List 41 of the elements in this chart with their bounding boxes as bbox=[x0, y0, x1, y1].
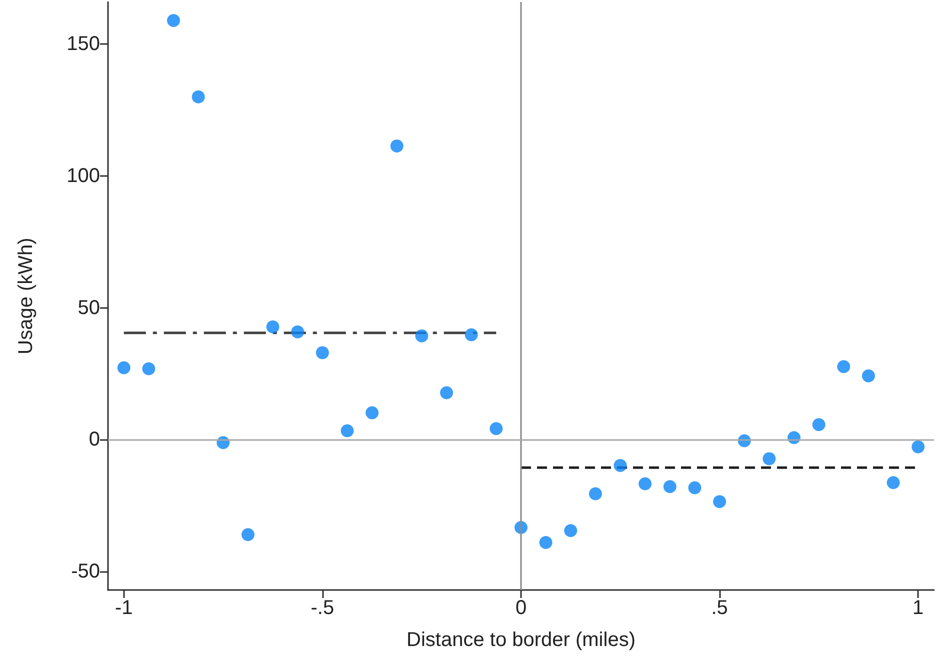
point bbox=[663, 480, 676, 494]
y-tick-label: 150 bbox=[66, 33, 100, 56]
point bbox=[390, 139, 404, 152]
point bbox=[688, 481, 702, 494]
y-tick-label: 0 bbox=[88, 428, 100, 451]
point bbox=[539, 536, 552, 550]
point bbox=[762, 452, 776, 466]
point bbox=[564, 524, 578, 538]
point bbox=[886, 476, 900, 490]
point bbox=[912, 440, 925, 454]
point bbox=[862, 369, 875, 382]
point bbox=[440, 386, 454, 400]
x-tick-label: -1 bbox=[114, 597, 133, 619]
point bbox=[167, 14, 180, 27]
x-tick-label: .5 bbox=[711, 597, 728, 619]
point bbox=[117, 361, 130, 374]
x-tick-label: 1 bbox=[912, 597, 924, 619]
y-tick-label: 100 bbox=[66, 165, 100, 188]
point bbox=[588, 487, 602, 500]
point bbox=[713, 495, 726, 508]
x-tick-label: 0 bbox=[515, 597, 527, 619]
point bbox=[638, 477, 652, 490]
y-axis-title: Usage (kWh) bbox=[15, 238, 37, 354]
point bbox=[142, 362, 156, 376]
point bbox=[812, 418, 826, 432]
point bbox=[266, 320, 280, 334]
point bbox=[241, 528, 254, 542]
point bbox=[614, 459, 627, 472]
point bbox=[316, 346, 329, 360]
point bbox=[192, 90, 205, 104]
point bbox=[366, 406, 379, 420]
y-tick-label: -50 bbox=[71, 560, 100, 583]
x-axis-title: Distance to border (miles) bbox=[406, 629, 636, 651]
point bbox=[291, 325, 304, 338]
y-tick-label: 50 bbox=[78, 296, 100, 319]
point bbox=[340, 424, 354, 438]
point bbox=[490, 422, 503, 436]
point bbox=[415, 329, 428, 342]
point bbox=[837, 360, 850, 374]
point bbox=[464, 328, 478, 342]
x-tick-label: -.5 bbox=[310, 597, 334, 619]
